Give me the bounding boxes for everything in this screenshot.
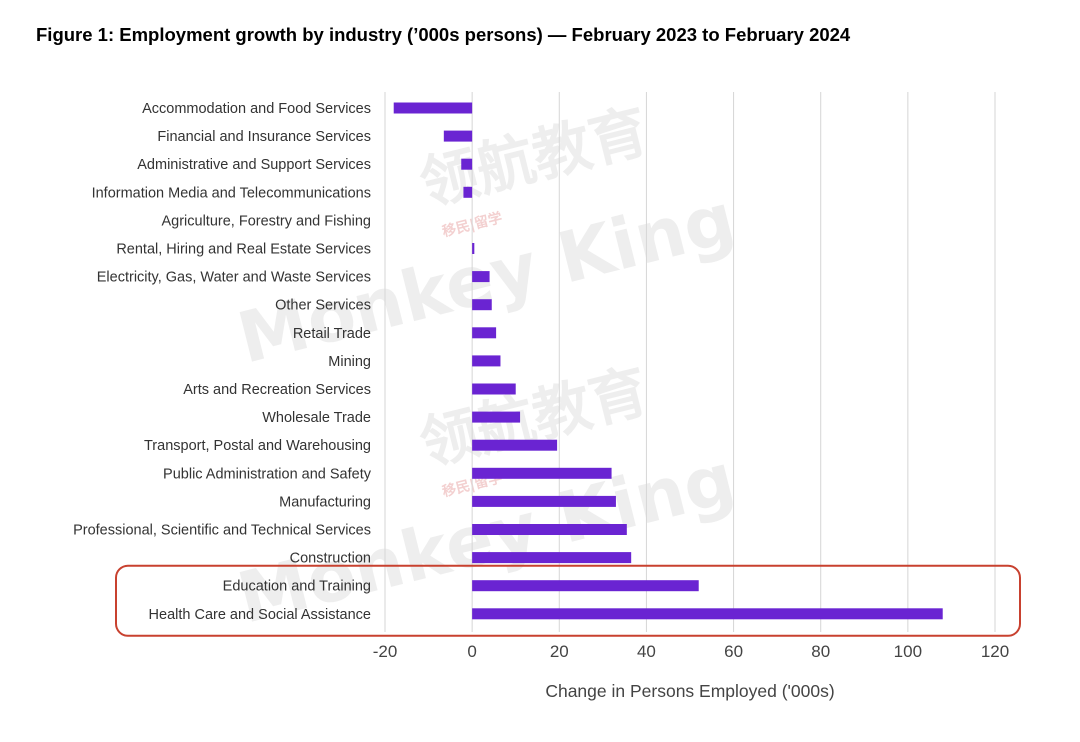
bar <box>472 355 501 367</box>
category-label: Public Administration and Safety <box>163 466 372 482</box>
x-axis-title: Change in Persons Employed ('000s) <box>545 681 834 701</box>
bar <box>472 383 516 395</box>
figure-title: Figure 1: Employment growth by industry … <box>36 24 851 45</box>
category-label: Financial and Insurance Services <box>157 129 371 145</box>
bar <box>472 271 490 283</box>
category-label: Information Media and Telecommunications <box>92 185 371 201</box>
category-label: Accommodation and Food Services <box>142 101 371 117</box>
x-tick-label: 100 <box>894 642 922 661</box>
bar <box>472 327 497 339</box>
category-label: Transport, Postal and Warehousing <box>144 438 371 454</box>
category-label: Retail Trade <box>293 326 371 342</box>
x-tick-label: 80 <box>811 642 830 661</box>
bar <box>472 524 627 535</box>
category-label: Health Care and Social Assistance <box>149 607 371 623</box>
bar <box>472 495 616 507</box>
category-label: Rental, Hiring and Real Estate Services <box>116 242 371 258</box>
category-label: Agriculture, Forestry and Fishing <box>161 213 371 229</box>
bar <box>472 243 475 254</box>
category-label: Other Services <box>275 298 371 314</box>
category-label: Administrative and Support Services <box>137 157 371 173</box>
category-label: Education and Training <box>223 579 371 595</box>
x-tick-label: 120 <box>981 642 1009 661</box>
bar <box>472 608 943 620</box>
category-label: Construction <box>290 551 371 567</box>
category-label: Electricity, Gas, Water and Waste Servic… <box>97 270 371 286</box>
category-label: Wholesale Trade <box>262 410 371 426</box>
bar <box>393 102 473 114</box>
highlight-box <box>115 564 1021 637</box>
bar <box>472 411 521 423</box>
category-label: Mining <box>328 354 371 370</box>
bar <box>472 552 632 564</box>
x-tick-label: 40 <box>637 642 656 661</box>
bar <box>472 580 699 592</box>
category-label: Manufacturing <box>279 494 371 510</box>
bar <box>443 130 473 142</box>
category-label: Arts and Recreation Services <box>183 382 371 398</box>
bar <box>472 439 558 451</box>
x-tick-label: -20 <box>373 642 398 661</box>
bar <box>472 299 492 311</box>
bar <box>461 158 473 170</box>
bar <box>463 186 473 198</box>
category-label: Professional, Scientific and Technical S… <box>73 523 371 539</box>
x-tick-label: 0 <box>467 642 476 661</box>
x-tick-label: 20 <box>550 642 569 661</box>
x-tick-label: 60 <box>724 642 743 661</box>
bar <box>472 467 612 479</box>
